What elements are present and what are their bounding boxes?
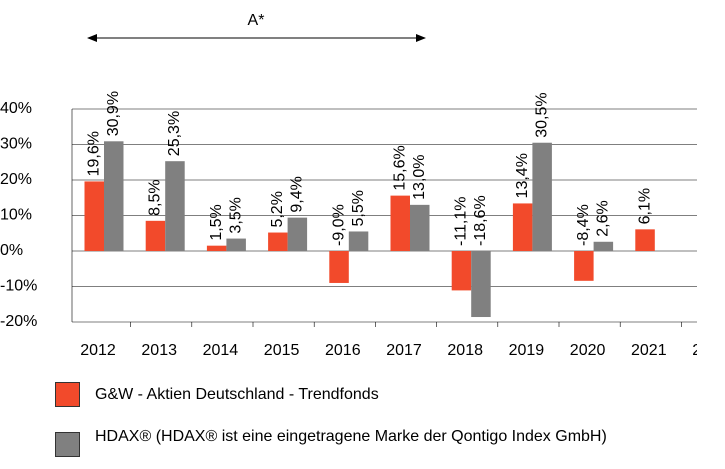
y-tick-label: 30% [0, 136, 32, 153]
x-tick-label: 2019 [509, 342, 545, 359]
bar [145, 220, 166, 251]
data-label: 3,5% [227, 197, 244, 233]
data-label: 2,6% [595, 200, 612, 236]
bar [574, 251, 594, 281]
data-label: 30,5% [533, 92, 550, 137]
data-label: -11,1% [453, 196, 470, 246]
data-label: 25,3% [166, 111, 183, 156]
legend-label: HDAX® (HDAX® ist eine eingetragene Marke… [95, 428, 607, 445]
data-label: -18,6% [472, 195, 489, 246]
bar [471, 251, 491, 318]
bar [390, 195, 410, 251]
data-label: 15,6% [391, 145, 408, 190]
data-label: 30,9% [105, 91, 122, 136]
bar [84, 181, 104, 251]
bar [104, 141, 124, 251]
data-label: 1,5% [208, 204, 225, 240]
data-label: 19,6% [85, 131, 102, 176]
bar [206, 245, 227, 251]
data-label: 9,4% [289, 176, 306, 212]
data-label: 13,4% [514, 153, 531, 198]
plot: 2012 19,6%30,9% 2013 8,5% 25,3% 2014 1,5% 3,5% 2… [71, 91, 725, 359]
bar [329, 251, 349, 283]
data-label: 13,0% [411, 154, 428, 199]
data-label: 5,2% [269, 191, 286, 227]
x-tick-label: 2021 [631, 342, 667, 359]
y-tick-label: 10% [0, 207, 32, 224]
legend-swatch [55, 432, 80, 457]
data-label: 5,5% [350, 190, 367, 226]
x-tick-label: 2012 [80, 342, 116, 359]
bar [287, 217, 308, 251]
y-tick-label: 40% [0, 100, 32, 117]
bar [226, 238, 246, 251]
x-tick-label: 2015 [264, 342, 300, 359]
legend-swatch [55, 382, 80, 407]
annotation: A* [248, 12, 265, 29]
x-tick-label: 2016 [325, 342, 361, 359]
bar [593, 241, 614, 251]
x-tick-label: 2022 [692, 342, 725, 359]
x-tick-label: 2017 [386, 342, 422, 359]
data-label: -9,0% [330, 204, 347, 246]
data-label: 6,1% [636, 188, 653, 224]
bar [165, 161, 185, 251]
y-tick-label: -20% [0, 313, 37, 330]
bar [451, 251, 472, 291]
x-tick-label: 2014 [203, 342, 239, 359]
legend-label: G&W - Aktien Deutschland - Trendfonds [95, 386, 379, 403]
bar [635, 229, 655, 251]
data-label: 8,5% [147, 179, 164, 215]
x-tick-label: 2018 [447, 342, 483, 359]
y-tick-label: -10% [0, 278, 37, 295]
y-tick-label: 0% [0, 242, 23, 259]
data-label: -8,4% [575, 204, 592, 246]
bar [410, 204, 430, 251]
bar [532, 142, 552, 251]
bar [512, 203, 533, 251]
bar [348, 231, 369, 251]
bar [268, 232, 288, 251]
x-tick-label: 2013 [141, 342, 177, 359]
x-tick-label: 2020 [570, 342, 606, 359]
y-tick-label: 20% [0, 171, 32, 188]
